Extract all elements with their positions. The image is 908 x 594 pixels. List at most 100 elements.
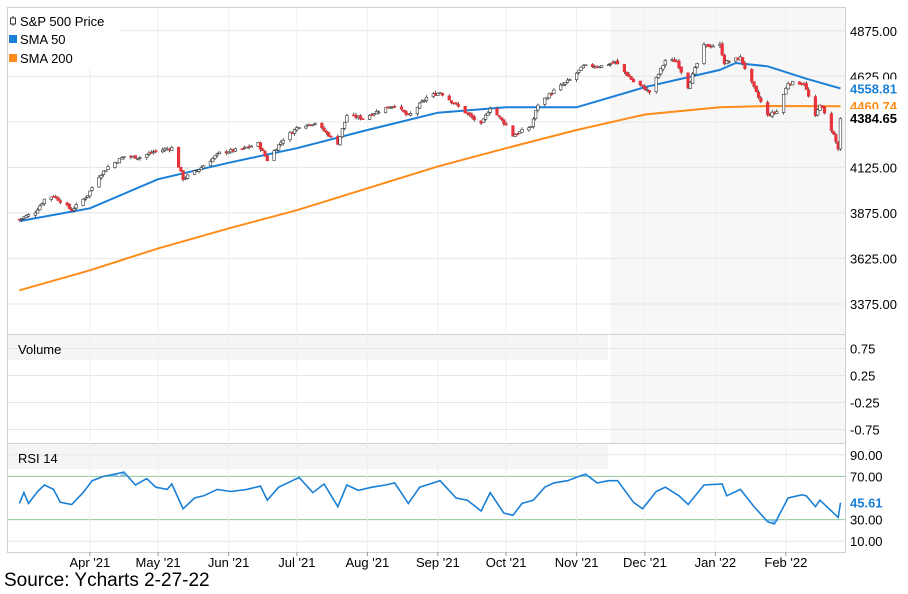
candle-body: [679, 66, 683, 73]
candle-body: [320, 122, 324, 129]
candle-body: [345, 115, 349, 123]
candle-body: [561, 84, 565, 86]
candle-body: [181, 170, 185, 180]
candle-body: [199, 167, 203, 170]
sma50-last-value-bg: [846, 79, 902, 98]
candle-body: [677, 60, 681, 69]
price-y-axis: 4875.004625.004375.004125.003875.003625.…: [850, 24, 897, 312]
candle-body: [581, 65, 586, 69]
candle-body: [654, 77, 658, 93]
price-y-tick-label: 3375.00: [850, 297, 897, 312]
candle-body: [277, 144, 281, 151]
sma200-line: [19, 104, 841, 292]
candle-body: [577, 69, 581, 73]
candle-body: [120, 157, 124, 160]
candle-body: [81, 198, 85, 206]
candle-body: [261, 148, 265, 152]
candle-body: [83, 197, 87, 200]
candle-body: [688, 82, 692, 89]
candle-body: [104, 169, 108, 173]
candle-body: [186, 174, 190, 179]
candle-body: [90, 187, 94, 191]
candle-body: [470, 114, 474, 118]
candle-body: [547, 93, 551, 99]
candle-body: [418, 102, 422, 109]
volume-legend-bg: [8, 335, 608, 360]
candle-body: [372, 113, 376, 116]
price-gridlines: [8, 30, 845, 305]
sma200-series: [19, 104, 841, 292]
candle-body: [117, 158, 122, 164]
candle-body: [647, 90, 651, 93]
candle-body: [606, 64, 611, 66]
candle-body: [415, 106, 420, 115]
rsi-gridlines: [8, 454, 845, 542]
volume-y-tick-label: 0.25: [850, 369, 875, 384]
candle-body: [702, 44, 706, 64]
candle-body: [272, 150, 276, 161]
candle-body: [454, 102, 458, 105]
legend-sma200-label: SMA 200: [20, 51, 73, 66]
x-tick-label: Sep '21: [416, 555, 460, 570]
candle-body: [661, 65, 665, 70]
candle-body: [249, 145, 253, 148]
candle-body: [215, 153, 219, 156]
candle-body: [804, 83, 808, 90]
candle-body: [534, 110, 538, 119]
candle-body: [529, 126, 533, 128]
candle-body: [515, 133, 520, 136]
candle-body: [631, 78, 636, 83]
candle-body: [497, 115, 501, 117]
candle-body: [213, 155, 217, 159]
x-tick-label: Jun '21: [208, 555, 250, 570]
candle-body: [543, 97, 547, 105]
candle-body: [97, 177, 101, 188]
candle-body: [88, 190, 92, 197]
rsi-line: [18, 471, 842, 525]
candle-body: [691, 73, 695, 84]
candle-body: [527, 127, 531, 131]
candle-body: [133, 155, 137, 159]
candle-body: [495, 108, 499, 116]
candle-body: [208, 161, 213, 166]
rsi-series: [18, 471, 842, 525]
candle-body: [99, 175, 103, 179]
candle-body: [781, 94, 786, 113]
candle-body: [813, 96, 818, 116]
candle-body: [752, 81, 756, 87]
candle-body: [549, 93, 554, 96]
candle-body: [754, 85, 758, 93]
candle-body: [820, 105, 824, 108]
candle-body: [563, 82, 567, 85]
candle-body: [258, 142, 263, 150]
candle-body: [643, 85, 647, 91]
candle-body: [24, 215, 28, 218]
rsi-band-fill: [769, 519, 780, 524]
candle-body: [361, 118, 365, 120]
candle-body: [65, 202, 69, 206]
candle-body: [807, 89, 811, 97]
rsi-y-tick-label: 10.00: [850, 534, 883, 549]
candle-body: [440, 93, 445, 96]
candle-body: [838, 118, 843, 150]
candle-body: [531, 118, 535, 128]
candle-body: [552, 89, 556, 94]
candle-body: [101, 170, 106, 175]
candle-body: [233, 148, 238, 152]
candle-body: [338, 136, 342, 146]
price-y-tick-label: 3625.00: [850, 251, 897, 266]
rsi-band-fill: [109, 474, 120, 477]
candle-body: [20, 218, 24, 220]
candle-body: [520, 129, 524, 133]
candle-body: [404, 111, 408, 115]
rsi-y-axis: 90.00 70.00 30.00 10.00: [850, 448, 883, 549]
candle-body: [340, 128, 344, 138]
candle-body: [784, 87, 788, 95]
candlestick-icon: [10, 16, 16, 26]
candle-body: [240, 148, 244, 150]
candle-body: [202, 165, 206, 169]
legend-sma50-swatch: [9, 35, 17, 43]
volume-gridlines: [8, 348, 845, 430]
candle-body: [456, 104, 460, 107]
